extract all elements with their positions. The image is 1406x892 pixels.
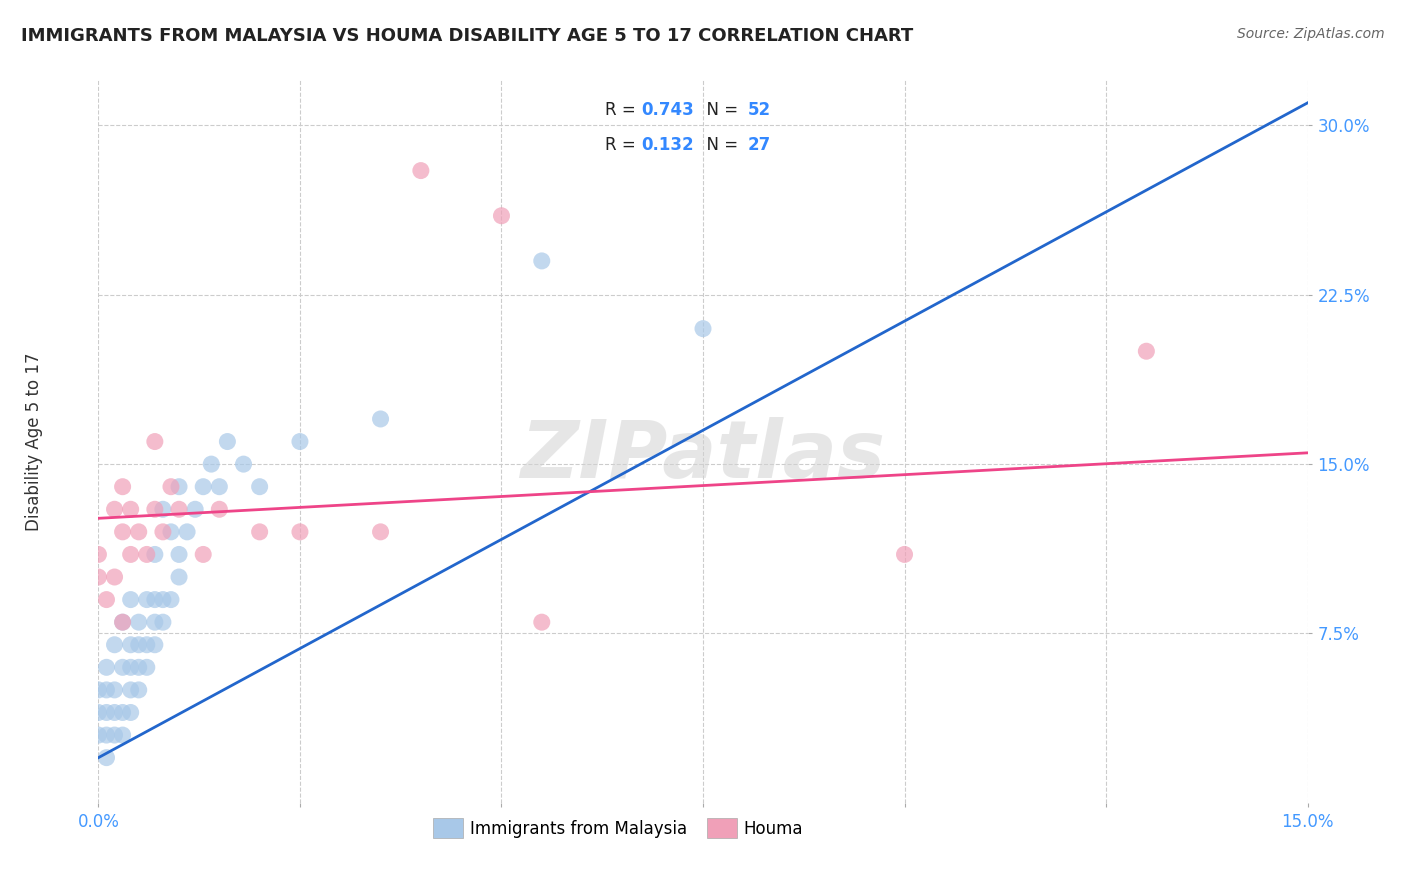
Point	[167, 548, 190, 562]
Point	[288, 434, 311, 449]
Text: 0.743: 0.743	[641, 101, 695, 119]
Point	[96, 660, 118, 674]
Point	[167, 570, 190, 584]
Point	[143, 592, 166, 607]
Text: 52: 52	[748, 101, 772, 119]
Point	[160, 524, 183, 539]
Point	[96, 750, 118, 764]
Y-axis label: Disability Age 5 to 17: Disability Age 5 to 17	[25, 352, 42, 531]
Point	[167, 480, 190, 494]
Point	[208, 502, 231, 516]
Point	[111, 524, 134, 539]
Point	[893, 548, 915, 562]
Text: IMMIGRANTS FROM MALAYSIA VS HOUMA DISABILITY AGE 5 TO 17 CORRELATION CHART: IMMIGRANTS FROM MALAYSIA VS HOUMA DISABI…	[21, 27, 914, 45]
Point	[103, 638, 125, 652]
Point	[120, 548, 142, 562]
Point	[208, 480, 231, 494]
Point	[135, 660, 157, 674]
Point	[160, 480, 183, 494]
Point	[530, 615, 553, 630]
Point	[87, 682, 110, 697]
Point	[120, 682, 142, 697]
Point	[111, 615, 134, 630]
Text: 27: 27	[748, 136, 772, 153]
Point	[143, 615, 166, 630]
Point	[193, 480, 215, 494]
Point	[143, 434, 166, 449]
Point	[120, 660, 142, 674]
Point	[96, 706, 118, 720]
Point	[87, 570, 110, 584]
Point	[103, 706, 125, 720]
Point	[120, 592, 142, 607]
Point	[491, 209, 513, 223]
Point	[128, 660, 150, 674]
Point	[96, 592, 118, 607]
Point	[87, 706, 110, 720]
Point	[692, 321, 714, 335]
Point	[370, 412, 392, 426]
Point	[96, 728, 118, 742]
Point	[128, 524, 150, 539]
Point	[167, 502, 190, 516]
Point	[409, 163, 432, 178]
Text: R =: R =	[606, 101, 641, 119]
Point	[111, 728, 134, 742]
Point	[135, 548, 157, 562]
Point	[143, 502, 166, 516]
Point	[217, 434, 239, 449]
Point	[288, 524, 311, 539]
Text: N =: N =	[696, 136, 744, 153]
Point	[103, 728, 125, 742]
Point	[152, 592, 174, 607]
Point	[176, 524, 198, 539]
Point	[200, 457, 222, 471]
Point	[135, 638, 157, 652]
Point	[249, 524, 271, 539]
Text: Source: ZipAtlas.com: Source: ZipAtlas.com	[1237, 27, 1385, 41]
Point	[96, 682, 118, 697]
Point	[1135, 344, 1157, 359]
Point	[128, 615, 150, 630]
Point	[103, 682, 125, 697]
Point	[152, 524, 174, 539]
Point	[232, 457, 254, 471]
Text: R =: R =	[606, 136, 641, 153]
Text: N =: N =	[696, 101, 744, 119]
Point	[152, 615, 174, 630]
Point	[530, 253, 553, 268]
Point	[128, 682, 150, 697]
Point	[143, 548, 166, 562]
Point	[135, 592, 157, 607]
Point	[120, 706, 142, 720]
Text: 0.132: 0.132	[641, 136, 695, 153]
Point	[160, 592, 183, 607]
Point	[87, 728, 110, 742]
Point	[87, 548, 110, 562]
Point	[184, 502, 207, 516]
Point	[193, 548, 215, 562]
Point	[111, 615, 134, 630]
Point	[120, 502, 142, 516]
Point	[111, 660, 134, 674]
Text: ZIPatlas: ZIPatlas	[520, 417, 886, 495]
Legend: Immigrants from Malaysia, Houma: Immigrants from Malaysia, Houma	[426, 812, 810, 845]
Point	[249, 480, 271, 494]
Point	[103, 502, 125, 516]
Point	[120, 638, 142, 652]
Point	[111, 480, 134, 494]
Point	[111, 706, 134, 720]
Point	[370, 524, 392, 539]
Point	[128, 638, 150, 652]
Point	[152, 502, 174, 516]
Point	[143, 638, 166, 652]
Point	[103, 570, 125, 584]
